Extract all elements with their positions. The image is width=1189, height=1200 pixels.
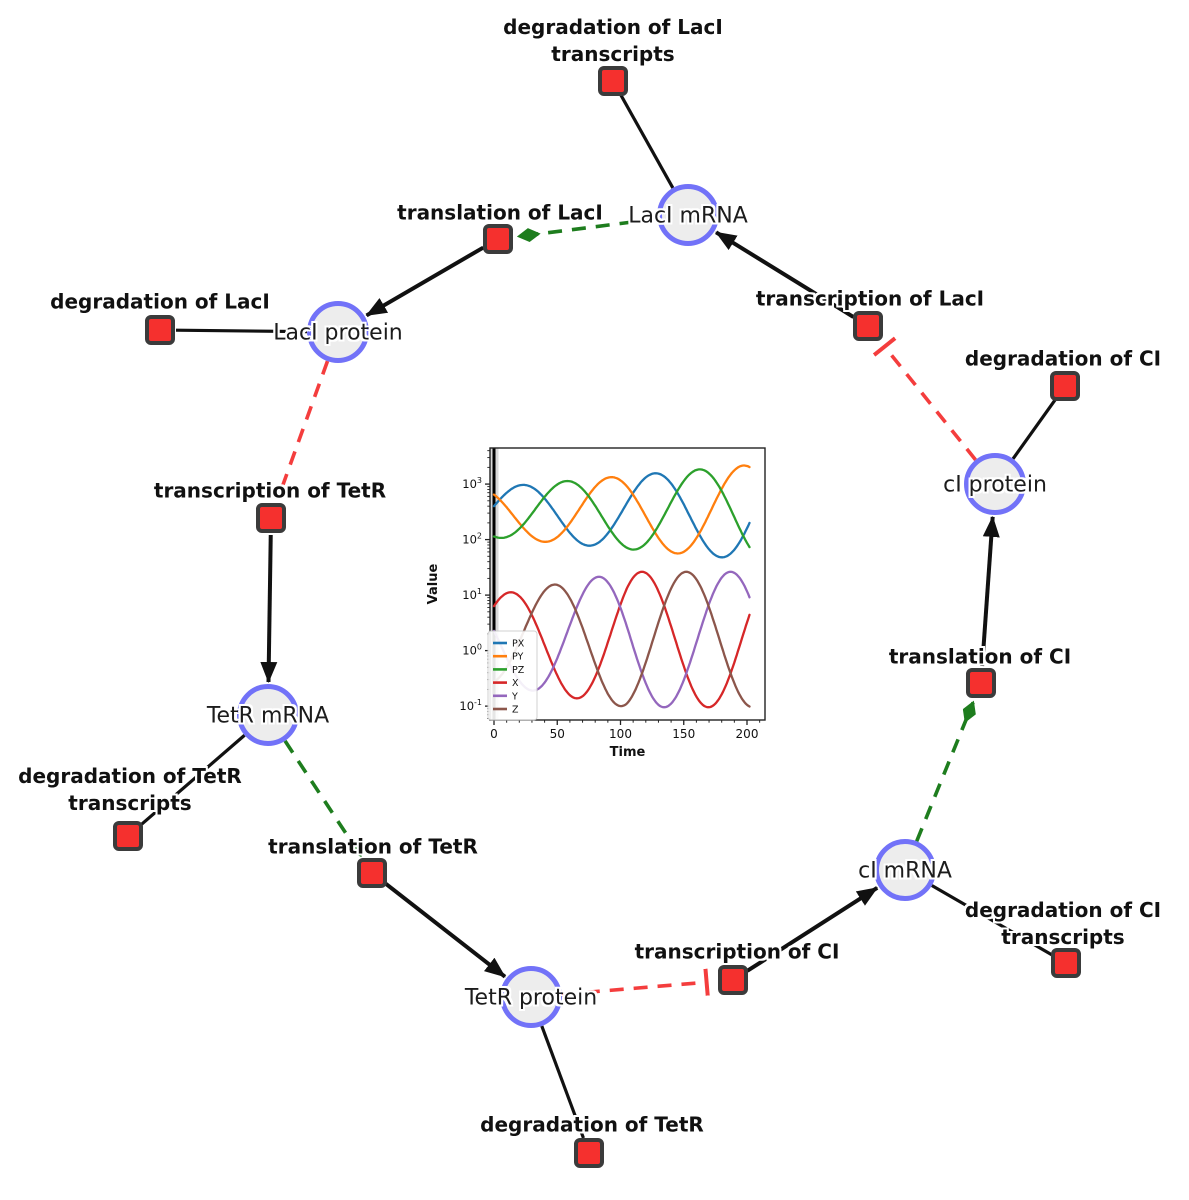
y-tick-label: 102 — [462, 532, 482, 547]
reaction-node-transcription-laci[interactable] — [853, 311, 883, 341]
edge-laci-mrna-to-translation-laci — [516, 217, 658, 243]
y-tick-label: 103 — [462, 476, 482, 491]
series-PY — [492, 464, 751, 555]
legend-label-PY: PY — [512, 652, 524, 663]
y-tick-label: 101 — [462, 587, 482, 602]
series-PZ — [492, 468, 751, 551]
x-tick-label: 200 — [736, 727, 759, 741]
legend-label-Y: Y — [511, 691, 518, 702]
edge-ci-protein-to-transcription-laci — [872, 336, 977, 461]
edge-translation-tetr-to-tetr-protein — [384, 881, 507, 979]
edge-transcription-tetr-to-tetr-mrna — [260, 534, 278, 684]
reaction-node-translation-laci[interactable] — [483, 224, 513, 254]
species-node-laci-protein[interactable] — [307, 301, 369, 363]
reaction-node-deg-tetr[interactable] — [574, 1138, 604, 1168]
edge-tetr-mrna-to-deg-tetr-transcripts — [139, 734, 246, 827]
reaction-node-deg-laci[interactable] — [145, 315, 175, 345]
edge-tetr-protein-to-deg-tetr — [540, 1025, 585, 1139]
edge-translation-laci-to-laci-protein — [365, 245, 485, 318]
legend-label-PZ: PZ — [512, 665, 525, 676]
y-tick-label: 10-1 — [459, 698, 482, 713]
x-tick-label: 50 — [550, 727, 565, 741]
y-axis-label: Value — [426, 563, 441, 604]
legend-label-PX: PX — [512, 639, 525, 650]
reaction-node-translation-tetr[interactable] — [357, 858, 387, 888]
series-X — [492, 570, 751, 709]
edge-tetr-protein-to-transcription-ci — [561, 968, 710, 997]
reaction-node-deg-tetr-transcripts[interactable] — [113, 821, 143, 851]
series-Z — [492, 570, 751, 708]
edge-translation-ci-to-ci-protein — [980, 515, 1000, 667]
reaction-node-transcription-tetr[interactable] — [256, 503, 286, 533]
reaction-node-deg-ci[interactable] — [1050, 371, 1080, 401]
reaction-node-translation-ci[interactable] — [966, 668, 996, 698]
edge-laci-mrna-to-deg-laci-transcripts — [619, 94, 675, 189]
species-node-laci-mrna[interactable] — [657, 184, 719, 246]
edge-tetr-mrna-to-translation-tetr — [283, 739, 362, 858]
legend-label-Z: Z — [512, 705, 519, 716]
timeseries-plot: 0 50 100 150 200 10-1 100 101 102 103 Time Value PX P… — [425, 433, 787, 769]
edge-ci-protein-to-deg-ci — [1011, 398, 1058, 460]
reaction-node-deg-laci-transcripts[interactable] — [598, 66, 628, 96]
species-node-ci-mrna[interactable] — [874, 839, 936, 901]
species-node-tetr-protein[interactable] — [500, 966, 562, 1028]
y-tick-label: 100 — [462, 643, 482, 658]
timeseries-plot-svg: 0 50 100 150 20010-1100101102103TimeValuePXP… — [426, 447, 766, 760]
edge-laci-protein-to-deg-laci — [175, 328, 308, 334]
x-tick-label: 150 — [672, 727, 695, 741]
edge-transcription-laci-to-laci-mrna — [715, 230, 855, 319]
legend-box — [487, 630, 538, 721]
species-node-ci-protein[interactable] — [964, 453, 1026, 515]
reaction-node-deg-ci-transcripts[interactable] — [1051, 948, 1081, 978]
edge-ci-mrna-to-translation-ci — [915, 700, 976, 842]
axes-frame — [489, 447, 766, 721]
legend-label-X: X — [512, 678, 519, 689]
edge-ci-mrna-to-deg-ci-transcripts — [931, 884, 1053, 957]
edge-transcription-ci-to-ci-mrna — [746, 886, 879, 973]
species-node-tetr-mrna[interactable] — [237, 684, 299, 746]
edge-laci-protein-to-transcription-tetr — [266, 360, 330, 500]
legend: PX PY PZ XYZ — [487, 630, 538, 721]
x-axis-label: Time — [610, 745, 646, 760]
x-tick-label: 0 — [490, 727, 498, 741]
series-PX — [492, 472, 751, 559]
x-tick-label: 100 — [609, 727, 632, 741]
reaction-node-transcription-ci[interactable] — [718, 965, 748, 995]
